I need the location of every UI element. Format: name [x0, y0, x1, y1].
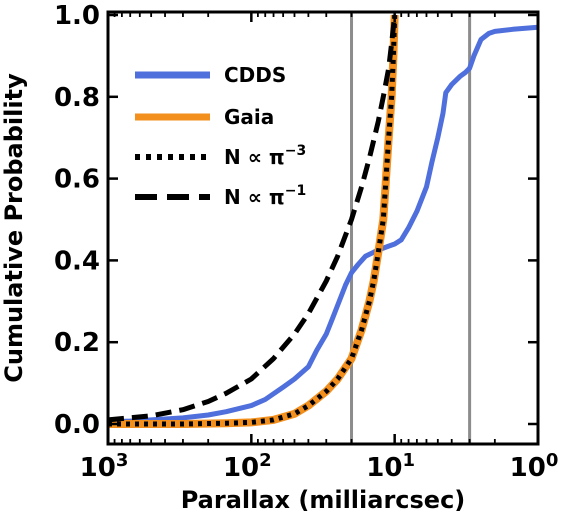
y-tick-label-0: 0.0	[54, 410, 100, 440]
y-tick-label-2: 0.4	[54, 246, 100, 276]
x-axis-label: Parallax (milliarcsec)	[181, 486, 466, 514]
series-line-2	[108, 14, 398, 427]
y-tick-label-3: 0.6	[54, 165, 100, 195]
series-lines	[107, 14, 539, 428]
x-tick-label-3: 100	[510, 450, 559, 483]
y-tick-label-1: 0.2	[54, 328, 100, 358]
series-line-0	[107, 24, 539, 425]
x-ticks: 103 102 101 100	[80, 12, 559, 483]
plot-frame	[106, 10, 540, 446]
y-ticks: 0.0 0.2 0.4 0.6 0.8 1.0	[54, 1, 538, 440]
y-tick-label-4: 0.8	[54, 83, 100, 113]
legend-label-0: CDDS	[224, 63, 286, 87]
vertical-lines	[350, 12, 472, 444]
x-tick-label-2: 101	[366, 450, 415, 483]
y-tick-label-5: 1.0	[54, 1, 100, 31]
legend: CDDS Gaia N ∝ π−3 N ∝ π−1	[135, 63, 306, 209]
series-line-3	[107, 14, 398, 423]
legend-label-2: N ∝ π−3	[224, 143, 306, 169]
x-tick-label-0: 103	[80, 450, 129, 483]
legend-label-1: Gaia	[224, 105, 274, 129]
legend-label-3: N ∝ π−1	[224, 183, 306, 209]
y-axis-label: Cumulative Probability	[0, 73, 28, 383]
x-tick-label-1: 102	[223, 450, 272, 483]
